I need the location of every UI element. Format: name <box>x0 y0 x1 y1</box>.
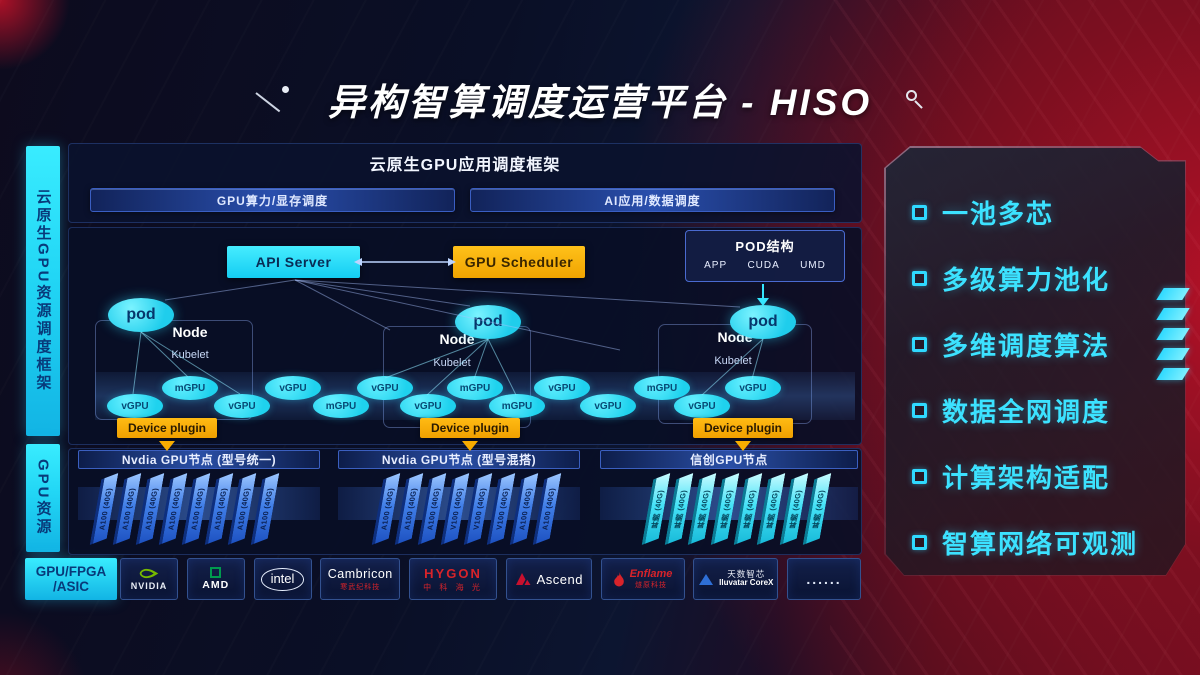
vendor-iluvatar: 天数智芯 Iluvatar CoreX <box>693 558 779 600</box>
vgpu-ellipse: vGPU <box>725 376 781 400</box>
vendor-label: Enflame <box>629 568 673 581</box>
vgpu-ellipse: vGPU <box>214 394 270 418</box>
mgpu-ellipse: mGPU <box>634 376 690 400</box>
pod-ellipse-2: pod <box>455 305 521 339</box>
square-bullet-icon <box>912 534 927 550</box>
vgpu-ellipse: vGPU <box>107 394 163 418</box>
vendor-more: ...... <box>787 558 861 600</box>
device-plugin-2: Device plugin <box>420 418 520 438</box>
intel-logo-icon: intel <box>260 567 305 591</box>
api-server-box: API Server <box>227 246 360 278</box>
pod-ellipse-3: pod <box>730 305 796 339</box>
pod-layer-app: APP <box>704 260 728 271</box>
vendor-sublabel: Iluvatar CoreX <box>719 578 774 588</box>
vgpu-ellipse: vGPU <box>357 376 413 400</box>
pod-layer-cuda: CUDA <box>747 260 780 271</box>
vendor-enflame: Enflame 燧原科技 <box>600 558 685 600</box>
sidebar-label-gpu-resources: GPU资源 <box>26 444 60 552</box>
feature-list: 一池多芯 多级算力池化 多维调度算法 数据全网调度 计算架构适配 智算网络可观测 <box>912 190 1138 586</box>
sidebar-label-hardware: GPU/FPGA /ASIC <box>25 558 117 600</box>
feature-label: 计算架构适配 <box>942 462 1111 493</box>
gpu-group-1-header: Nvdia GPU节点 (型号统一) <box>78 450 320 469</box>
gpu-group-3-header: 信创GPU节点 <box>600 450 858 469</box>
vendor-sublabel: 寒武纪科技 <box>340 583 381 591</box>
pod-ellipse-1: pod <box>108 298 174 332</box>
feature-label: 多级算力池化 <box>942 264 1111 295</box>
ascend-logo-icon <box>515 573 531 585</box>
feature-item: 多级算力池化 <box>912 256 1138 300</box>
mgpu-ellipse: mGPU <box>313 394 369 418</box>
vgpu-ellipse: vGPU <box>400 394 456 418</box>
vendor-label: Cambricon <box>327 566 393 581</box>
vendor-label: 天数智芯 <box>727 569 766 580</box>
feature-item: 数据全网调度 <box>912 388 1138 432</box>
node-3-kubelet: Kubelet <box>714 355 752 367</box>
vendor-ascend: Ascend <box>505 558 592 600</box>
vgpu-ellipse: vGPU <box>580 394 636 418</box>
vgpu-ellipse: vGPU <box>674 394 730 418</box>
vendor-nvidia: NVIDIA <box>120 558 178 600</box>
square-bullet-icon <box>912 402 927 418</box>
vgpu-ellipse: vGPU <box>534 376 590 400</box>
bar-ai-data-scheduling: AI应用/数据调度 <box>470 188 835 212</box>
vendor-intel: intel <box>253 558 312 600</box>
square-bullet-icon <box>912 270 927 286</box>
hardware-line2: /ASIC <box>52 579 89 594</box>
mgpu-ellipse: mGPU <box>447 376 503 400</box>
vendor-cambricon: Cambricon 寒武纪科技 <box>320 558 401 600</box>
mgpu-ellipse: mGPU <box>489 394 545 418</box>
circuit-dot-icon <box>282 86 289 93</box>
pod-structure-box: POD结构 APP CUDA UMD <box>685 230 845 282</box>
node-2-kubelet: Kubelet <box>433 357 471 369</box>
enflame-logo-icon <box>613 571 624 586</box>
hardware-line1: GPU/FPGA <box>35 564 107 579</box>
vendor-logo-row: NVIDIA AMD intel Cambricon 寒武纪科技 HYGON 中… <box>120 558 861 600</box>
vendor-label: NVIDIA <box>130 581 168 591</box>
framework-header: 云原生GPU应用调度框架 <box>369 157 561 174</box>
feature-label: 智算网络可观测 <box>942 528 1139 559</box>
vgpu-ellipse: vGPU <box>265 376 321 400</box>
pod-structure-layers: APP CUDA UMD <box>686 260 844 271</box>
vendor-label: HYGON <box>424 565 482 581</box>
vendor-sublabel: 燧原科技 <box>634 581 667 589</box>
square-bullet-icon <box>912 468 927 484</box>
iluvatar-logo-icon <box>699 573 714 585</box>
pod-layer-umd: UMD <box>800 260 826 271</box>
vendor-label: AMD <box>202 579 230 591</box>
feature-panel <box>884 146 1186 576</box>
sidebar-label-scheduling-framework: 云原生GPU资源调度框架 <box>26 146 60 436</box>
feature-item: 计算架构适配 <box>912 454 1138 498</box>
gpu-group-2-header: Nvdia GPU节点 (型号混搭) <box>338 450 580 469</box>
vendor-sublabel: 中 科 海 光 <box>423 582 483 592</box>
magnifier-icon <box>906 90 917 101</box>
feature-item: 多维调度算法 <box>912 322 1138 366</box>
device-plugin-1: Device plugin <box>117 418 217 438</box>
feature-label: 一池多芯 <box>942 198 1055 229</box>
pod-structure-title: POD结构 <box>735 239 795 254</box>
feature-label: 多维调度算法 <box>942 330 1111 361</box>
device-plugin-3: Device plugin <box>693 418 793 438</box>
nvidia-logo-icon <box>139 568 159 579</box>
feature-label: 数据全网调度 <box>942 396 1111 427</box>
feature-panel-surface <box>885 147 1185 575</box>
amd-logo-icon <box>210 567 222 578</box>
gpu-scheduler-box: GPU Scheduler <box>453 246 585 278</box>
vendor-label: Ascend <box>536 571 583 587</box>
feature-item: 智算网络可观测 <box>912 520 1138 564</box>
vendor-label: ...... <box>806 571 842 587</box>
feature-item: 一池多芯 <box>912 190 1138 234</box>
vendor-hygon: HYGON 中 科 海 光 <box>409 558 497 600</box>
square-bullet-icon <box>912 204 927 220</box>
vendor-amd: AMD <box>186 558 245 600</box>
node-1-kubelet: Kubelet <box>171 349 209 361</box>
square-bullet-icon <box>912 336 927 352</box>
page-title: 异构智算调度运营平台 - HISO <box>327 82 873 123</box>
mgpu-ellipse: mGPU <box>162 376 218 400</box>
bar-gpu-compute-scheduling: GPU算力/显存调度 <box>90 188 455 212</box>
